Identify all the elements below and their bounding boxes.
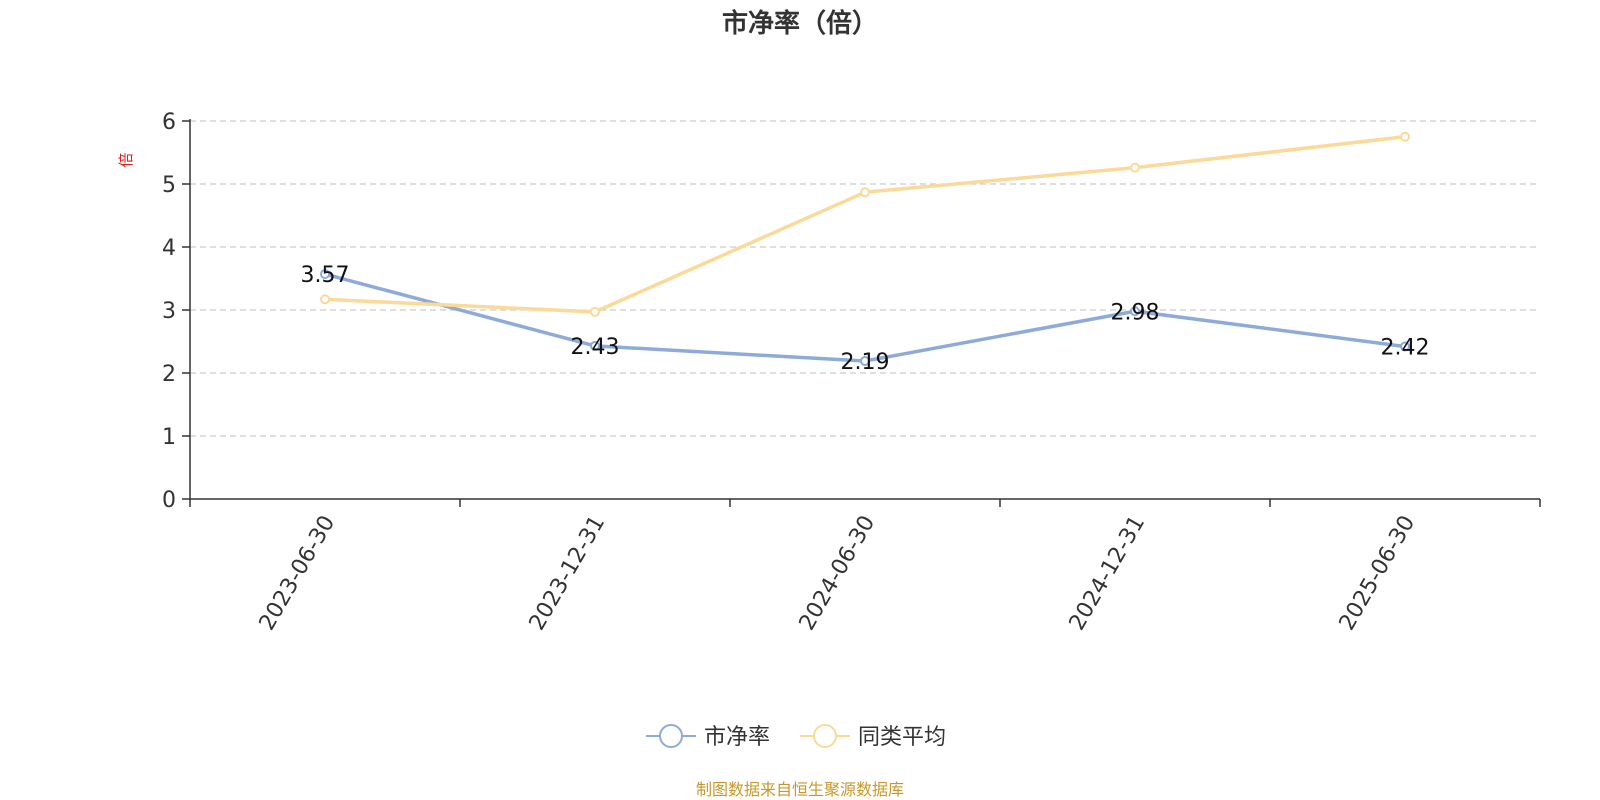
series-point	[320, 269, 330, 280]
legend-marker	[659, 724, 683, 748]
legend-item-1[interactable]: 同类平均	[800, 724, 946, 750]
chart-title: 市净率（倍）	[722, 8, 878, 39]
y-tick-label: 5	[162, 173, 176, 198]
data-label: 3.57	[301, 263, 350, 288]
y-tick-label: 0	[162, 488, 176, 513]
legend[interactable]: 市净率 同类平均	[646, 724, 946, 750]
data-label: 2.19	[841, 350, 890, 375]
x-tick-label: 2023-12-31	[525, 512, 611, 635]
series-point	[1130, 162, 1140, 173]
series-point	[1400, 341, 1410, 352]
x-tick-label: 2025-06-30	[1335, 512, 1421, 635]
series-point	[590, 306, 600, 317]
data-label: 2.98	[1111, 300, 1160, 325]
data-label: 2.42	[1381, 336, 1430, 361]
y-tick-label: 4	[162, 236, 176, 261]
x-tick-label: 2023-06-30	[255, 512, 341, 635]
legend-label: 同类平均	[858, 725, 946, 750]
series-point	[1130, 306, 1140, 317]
legend-marker	[813, 724, 837, 748]
grid-lines	[190, 120, 1540, 437]
series-point	[1400, 131, 1410, 142]
y-tick-label: 6	[162, 110, 176, 135]
series-point	[860, 187, 870, 198]
y-axis-label: 倍	[117, 152, 135, 167]
series	[320, 131, 1410, 367]
series-line-0	[324, 272, 1406, 363]
data-label: 2.43	[571, 335, 620, 360]
y-tick-label: 2	[162, 362, 176, 387]
y-tick-label: 3	[162, 299, 176, 324]
series-line-1	[324, 135, 1406, 314]
series-point	[320, 294, 330, 305]
legend-item-0[interactable]: 市净率	[646, 724, 770, 750]
source-note: 制图数据来自恒生聚源数据库	[696, 780, 904, 799]
x-tick-label: 2024-06-30	[795, 512, 881, 635]
series-point	[860, 356, 870, 367]
x-tick-label: 2024-12-31	[1065, 512, 1151, 635]
data-labels: 3.57 2.43 2.19 2.98 2.42	[301, 263, 1430, 375]
series-point	[590, 340, 600, 351]
legend-label: 市净率	[704, 725, 770, 750]
y-tick-label: 1	[162, 425, 176, 450]
